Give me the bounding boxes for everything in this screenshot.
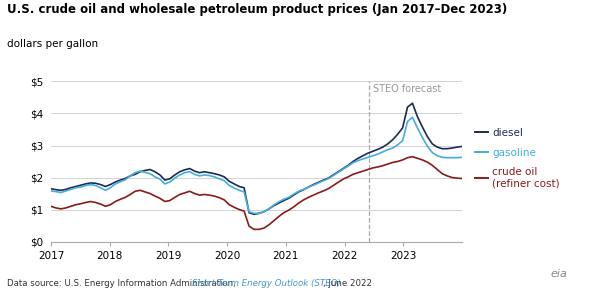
Text: STEO forecast: STEO forecast <box>373 84 441 94</box>
Text: eia: eia <box>550 269 567 279</box>
Text: Data source: U.S. Energy Information Administration,: Data source: U.S. Energy Information Adm… <box>7 278 239 288</box>
Legend: diesel, gasoline, crude oil
(refiner cost): diesel, gasoline, crude oil (refiner cos… <box>472 124 564 193</box>
Text: dollars per gallon: dollars per gallon <box>7 39 98 49</box>
Text: U.S. crude oil and wholesale petroleum product prices (Jan 2017–Dec 2023): U.S. crude oil and wholesale petroleum p… <box>7 3 508 16</box>
Text: , June 2022: , June 2022 <box>323 278 372 288</box>
Text: Short-Term Energy Outlook (STEO): Short-Term Energy Outlook (STEO) <box>192 278 341 288</box>
